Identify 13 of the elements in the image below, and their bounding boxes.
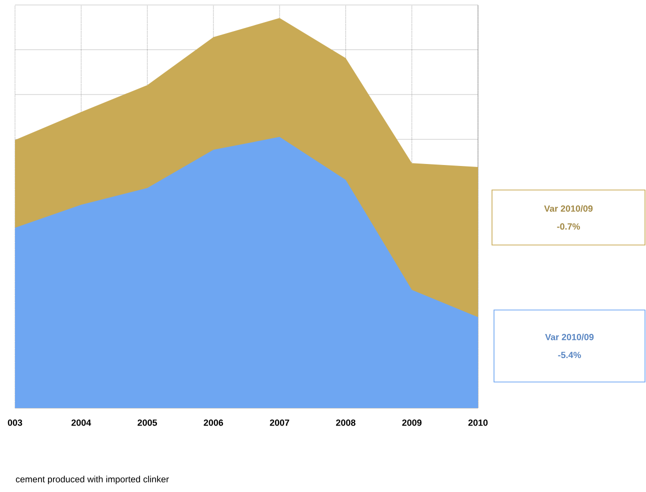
x-tick-label: 2004: [71, 420, 92, 426]
text: -0.7%: [557, 223, 580, 230]
x-tick-label: 2007: [270, 420, 290, 426]
x-tick-label: 2010: [468, 420, 488, 426]
x-tick-label: 2008: [336, 420, 356, 426]
text: Var 2010/09: [545, 334, 594, 340]
text: -5.4%: [558, 352, 581, 358]
x-tick-label: 2009: [402, 420, 422, 426]
text: cement produced with imported clinker: [16, 476, 169, 484]
x-tick-label: 003: [8, 420, 22, 426]
x-tick-label: 2005: [138, 420, 158, 426]
x-tick-label: 2006: [204, 420, 224, 426]
text: Var 2010/09: [544, 205, 593, 212]
